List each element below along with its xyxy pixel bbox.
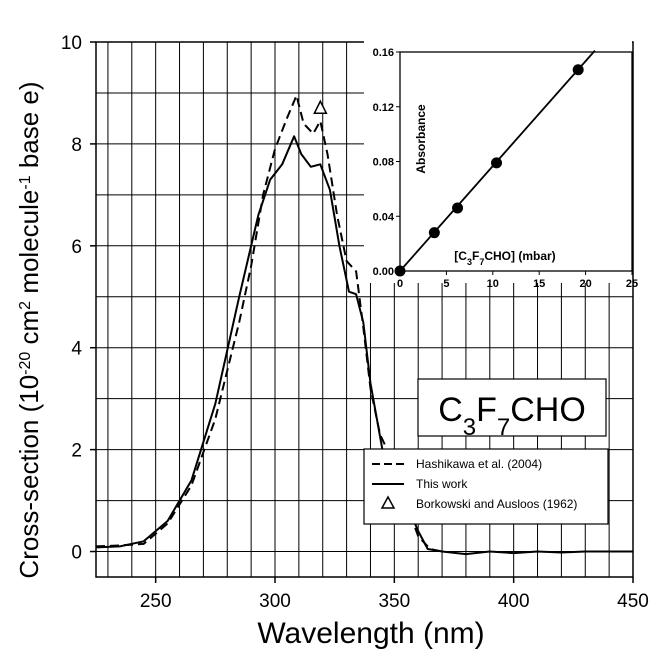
x-tick-label: 400 [498,591,530,612]
legend-label-this-work: This work [416,477,468,491]
inset-data-point [452,203,463,214]
inset-x-tick-label: 25 [626,278,638,290]
x-axis-label: Wavelength (nm) [257,617,484,650]
inset-x-tick-label: 0 [397,278,403,290]
y-tick-label: 6 [71,237,82,258]
inset-y-tick-label: 0.16 [373,47,394,59]
inset-y-tick-label: 0.08 [373,157,394,169]
y-tick-label: 0 [71,543,82,564]
y-axis-label: Cross-section (10-20 cm2 molecule-1 base… [14,81,44,578]
legend-label-borkowski: Borkowski and Ausloos (1962) [416,497,577,511]
inset-x-tick-label: 5 [443,278,449,290]
inset-y-tick-label: 0.12 [373,102,394,114]
x-tick-label: 250 [140,591,172,612]
y-tick-label: 8 [71,135,82,156]
inset-y-axis-label: Absorbance [414,104,428,174]
inset-data-point [429,227,440,238]
compound-label-box: C3F7CHO [418,379,606,441]
legend-label-hashikawa: Hashikawa et al. (2004) [416,457,542,471]
y-tick-label: 2 [71,441,82,462]
inset-data-point [491,157,502,168]
inset-y-tick-label: 0.00 [373,266,394,278]
inset-x-tick-label: 20 [579,278,591,290]
inset-x-tick-label: 15 [533,278,545,290]
x-tick-label: 350 [378,591,410,612]
y-tick-label: 4 [71,339,82,360]
inset-data-point [573,64,584,75]
x-tick-label: 300 [259,591,291,612]
inset-x-tick-label: 10 [487,278,499,290]
legend: Hashikawa et al. (2004) This work Borkow… [364,449,608,524]
y-tick-label: 10 [61,33,82,54]
inset-y-tick-label: 0.04 [373,211,395,223]
inset-chart: 0 5 10 15 20 25 0.00 0.04 0.08 0.12 0.16 Absorbanc… [364,40,638,290]
x-tick-label: 450 [617,591,649,612]
